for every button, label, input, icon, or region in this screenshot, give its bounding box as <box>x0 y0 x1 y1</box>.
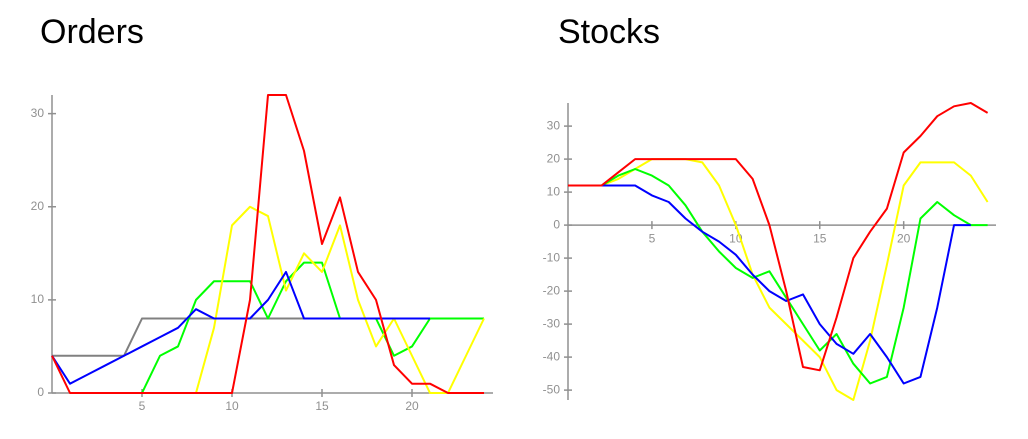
series-line <box>568 158 989 401</box>
x-tick-label: 20 <box>897 231 911 245</box>
y-tick-label: -20 <box>543 283 561 297</box>
x-tick-label: 20 <box>405 399 419 413</box>
series-line <box>51 270 430 385</box>
series-line <box>195 205 485 394</box>
y-tick-label: -40 <box>543 349 561 363</box>
y-tick-label: 30 <box>547 118 561 132</box>
y-tick-label: 10 <box>31 292 45 306</box>
series-line <box>52 317 412 357</box>
series-line <box>568 168 988 385</box>
series-line <box>141 261 484 394</box>
y-tick-label: 30 <box>31 106 45 120</box>
x-tick-label: 5 <box>139 399 146 413</box>
y-tick-label: -30 <box>543 316 561 330</box>
y-tick-label: -50 <box>543 382 561 396</box>
y-tick-label: 10 <box>547 184 561 198</box>
series-line <box>568 184 971 385</box>
chart-title: Stocks <box>558 13 660 51</box>
x-tick-label: 15 <box>315 399 329 413</box>
y-tick-label: 20 <box>31 199 45 213</box>
series-line <box>568 102 989 372</box>
y-tick-label: 0 <box>553 217 560 231</box>
x-tick-label: 15 <box>813 231 827 245</box>
y-tick-label: 0 <box>37 385 44 399</box>
chart-title: Orders <box>40 13 144 51</box>
x-tick-label: 5 <box>649 231 656 245</box>
x-tick-label: 10 <box>225 399 239 413</box>
y-tick-label: -10 <box>543 250 561 264</box>
y-tick-label: 20 <box>547 151 561 165</box>
series-line <box>51 94 484 394</box>
